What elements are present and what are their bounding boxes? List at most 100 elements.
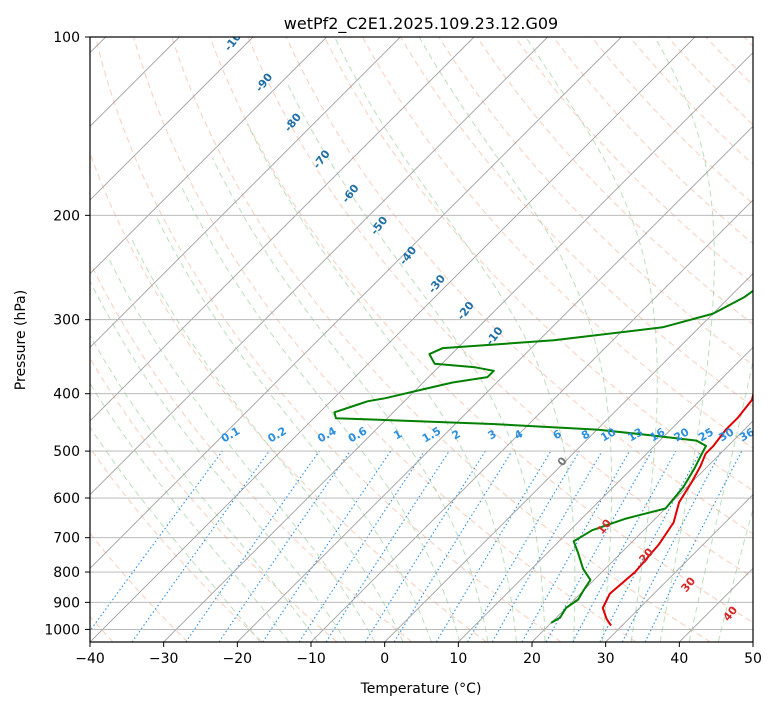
dry-adiabat-line bbox=[90, 446, 263, 642]
isotherm-line bbox=[90, 37, 475, 422]
mixing-ratio-line bbox=[90, 450, 223, 632]
y-tick-label: 100 bbox=[53, 30, 80, 46]
isotherm-line bbox=[752, 641, 753, 642]
dry-adiabat-line bbox=[705, 37, 753, 87]
temperature-line bbox=[601, 391, 753, 627]
dry-adiabat-line bbox=[476, 37, 753, 325]
isotherm-line bbox=[90, 37, 622, 569]
mixing-ratio-label: 0.6 bbox=[346, 424, 370, 445]
mixing-ratio-line bbox=[393, 450, 513, 642]
dry-adiabat-line bbox=[514, 37, 753, 285]
dry-adiabat-label: -50 bbox=[368, 214, 391, 238]
mixing-ratio-label: 0.2 bbox=[265, 424, 288, 445]
isotherm-line bbox=[90, 37, 401, 348]
moist-adiabat-line bbox=[525, 37, 658, 642]
isotherm-line bbox=[237, 125, 753, 642]
moist-adiabat-line bbox=[246, 123, 517, 642]
dry-adiabat-line bbox=[743, 37, 753, 47]
dry-adiabat-label: -20 bbox=[454, 299, 477, 323]
dry-adiabat-line bbox=[400, 37, 753, 408]
mixing-ratio-label: 16 bbox=[648, 425, 668, 444]
moist-adiabats bbox=[90, 37, 753, 642]
y-tick-label: 700 bbox=[53, 531, 80, 547]
isotherm-line bbox=[310, 199, 753, 642]
isotherm-line bbox=[458, 346, 753, 642]
mixing-ratio-line bbox=[435, 450, 552, 642]
x-tick-label: 30 bbox=[597, 651, 615, 667]
mixing-ratio-line bbox=[185, 450, 320, 642]
dry-adiabat-label: -100 bbox=[222, 24, 249, 54]
dry-adiabat-line bbox=[629, 37, 753, 165]
mixing-ratio-lines bbox=[90, 450, 743, 642]
y-tick-label: 900 bbox=[53, 595, 80, 611]
dry-adiabats bbox=[90, 37, 753, 642]
mixing-ratio-label: 1.5 bbox=[420, 424, 443, 445]
isotherm-line bbox=[90, 37, 696, 642]
isotherm-line bbox=[679, 567, 753, 642]
mixing-ratio-line bbox=[599, 450, 701, 642]
x-tick-label: 0 bbox=[380, 651, 389, 667]
moist-adiabat-line bbox=[717, 506, 753, 642]
moist-adiabat-line bbox=[90, 382, 290, 642]
plot-area: 0.1 0.2 0.4 0.6 1 1.5 2 3 4 6 8 10 13 16 20 25 30 36-100-… bbox=[90, 24, 753, 642]
moist-adiabat-line bbox=[90, 279, 347, 642]
moist-adiabat-line bbox=[654, 37, 715, 642]
isotherm-line bbox=[90, 37, 548, 496]
mixing-ratio-label: 20 bbox=[672, 425, 692, 444]
dry-adiabat-line bbox=[667, 37, 753, 126]
isotherms bbox=[90, 37, 753, 642]
isotherm-line bbox=[384, 273, 753, 642]
y-tick-label: 1000 bbox=[44, 622, 80, 638]
x-axis-label: Temperature (°C) bbox=[360, 681, 482, 697]
isotherm-line bbox=[531, 420, 753, 642]
x-tick-label: −20 bbox=[223, 651, 253, 667]
mixing-ratio-line bbox=[298, 450, 425, 642]
mixing-ratio-line bbox=[572, 450, 677, 642]
isotherm-line bbox=[605, 494, 753, 642]
moist-adiabat-label: 20 bbox=[636, 545, 656, 565]
mixing-ratio-line bbox=[467, 450, 580, 642]
mixing-ratio-label: 30 bbox=[717, 425, 737, 444]
y-tick-label: 300 bbox=[53, 313, 80, 329]
dry-adiabat-line bbox=[591, 37, 753, 205]
mixing-ratio-label: 10 bbox=[598, 425, 618, 444]
mixing-ratio-line bbox=[364, 450, 486, 642]
moist-adiabat-line bbox=[107, 256, 376, 642]
mixing-ratio-line bbox=[131, 450, 270, 642]
chart-title: wetPf2_C2E1.2025.109.23.12.G09 bbox=[284, 14, 558, 34]
moist-adiabat-line bbox=[155, 215, 432, 642]
y-tick-label: 200 bbox=[53, 208, 80, 224]
y-tick-label: 400 bbox=[53, 387, 80, 403]
mixing-ratio-label: 2 bbox=[450, 427, 463, 442]
y-tick-label: 500 bbox=[53, 444, 80, 460]
dry-adiabat-line bbox=[209, 37, 753, 623]
mixing-ratio-line bbox=[491, 450, 603, 642]
y-tick-label: 600 bbox=[53, 491, 80, 507]
x-tick-label: −30 bbox=[149, 651, 179, 667]
moist-adiabat-line bbox=[418, 37, 613, 642]
mixing-ratio-label: 13 bbox=[626, 425, 646, 444]
y-axis-label: Pressure (hPa) bbox=[13, 290, 29, 390]
y-axis: 100 200 300 400 500 600 700 800 900 1000 bbox=[44, 30, 90, 638]
isotherm-line bbox=[163, 52, 753, 642]
x-tick-label: −10 bbox=[296, 651, 326, 667]
x-tick-label: 50 bbox=[744, 651, 762, 667]
moist-adiabat-label: 30 bbox=[678, 574, 698, 594]
mixing-ratio-line bbox=[218, 450, 351, 642]
moist-adiabat-label: 0 bbox=[555, 454, 570, 468]
moist-adiabat-line bbox=[287, 83, 546, 642]
dry-adiabat-line bbox=[171, 37, 711, 642]
mixing-ratio-line bbox=[621, 450, 722, 642]
dry-adiabat-line bbox=[95, 37, 562, 642]
y-tick-label: 800 bbox=[53, 565, 80, 581]
moist-adiabat-line bbox=[211, 157, 489, 642]
mixing-ratio-line bbox=[262, 450, 392, 642]
x-tick-label: −40 bbox=[75, 651, 105, 667]
dry-adiabat-label: -90 bbox=[253, 70, 276, 94]
profile-lines bbox=[333, 289, 753, 627]
dry-adiabat-label: -60 bbox=[339, 182, 362, 206]
dry-adiabat-line bbox=[90, 261, 413, 642]
moist-adiabat-line bbox=[131, 239, 404, 642]
dry-adiabat-line bbox=[133, 37, 637, 642]
mixing-ratio-label: 0.4 bbox=[315, 424, 339, 445]
